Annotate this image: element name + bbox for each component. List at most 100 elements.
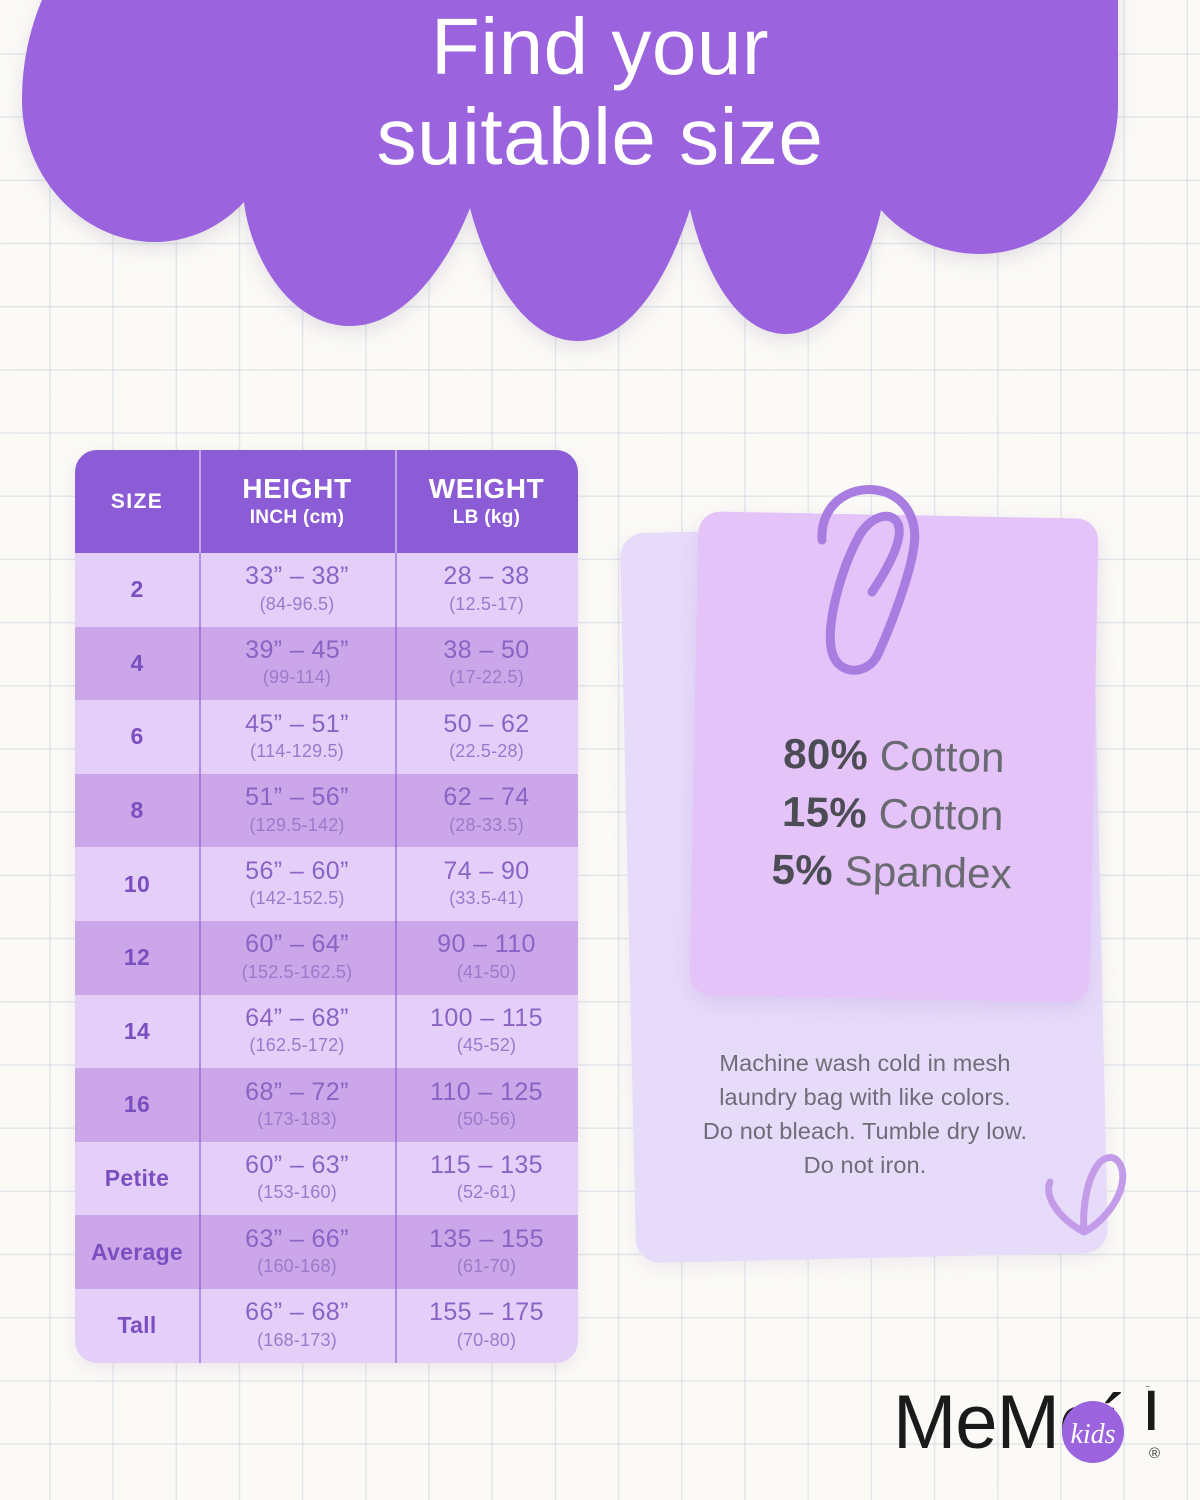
cell-weight: 110 – 125 (50-56) (395, 1068, 578, 1142)
cell-weight: 100 – 115 (45-52) (395, 994, 578, 1069)
cell-height: 63” – 66” (160-168) (199, 1215, 395, 1289)
cell-size: 16 (75, 1068, 199, 1142)
cell-weight: 115 – 135 (52-61) (395, 1141, 578, 1216)
logo-trademark-symbol: ® (1149, 1445, 1160, 1462)
height-inches-value: 64” – 68” (245, 1004, 349, 1033)
weight-lb-value: 62 – 74 (443, 783, 530, 812)
weight-kg-value: (33.5-41) (449, 888, 524, 909)
cell-height: 45” – 51” (114-129.5) (199, 700, 395, 774)
height-cm-value: (142-152.5) (249, 888, 345, 909)
cell-weight: 74 – 90 (33.5-41) (395, 847, 578, 921)
height-cm-value: (84-96.5) (259, 593, 335, 614)
fabric-percent: 15% (781, 787, 868, 837)
paperclip-icon (806, 482, 956, 682)
cell-weight: 90 – 110 (41-50) (395, 920, 578, 995)
cell-size: 12 (75, 921, 199, 995)
height-cm-value: (153-160) (257, 1182, 337, 1203)
fabric-composition-list: 80% Cotton 15% Cotton 5% Spandex (691, 723, 1094, 905)
column-header-height-title: HEIGHT (242, 472, 352, 504)
size-label: Petite (104, 1165, 170, 1192)
table-row: 12 60” – 64” (152.5-162.5) 90 – 110 (41-50) (75, 920, 578, 995)
column-header-height: HEIGHT INCH (cm) (199, 450, 395, 553)
weight-lb-value: 28 – 38 (443, 562, 530, 591)
height-cm-value: (173-183) (257, 1108, 337, 1129)
table-row: 10 56” – 60” (142-152.5) 74 – 90 (33.5-41) (75, 847, 578, 921)
weight-kg-value: (17-22.5) (449, 667, 524, 688)
weight-kg-value: (12.5-17) (449, 593, 524, 614)
cell-height: 60” – 64” (152.5-162.5) (199, 920, 395, 995)
height-cm-value: (114-129.5) (250, 740, 344, 761)
cell-height: 33” – 38” (84-96.5) (199, 553, 395, 627)
cell-size: 10 (75, 847, 199, 921)
column-header-weight-subtitle: LB (kg) (452, 507, 521, 529)
height-inches-value: 60” – 64” (245, 930, 349, 959)
height-inches-value: 56” – 60” (245, 856, 349, 885)
page-title: Find your suitable size (376, 2, 824, 181)
fabric-material: Cotton (879, 731, 1006, 782)
table-row: Tall 66” – 68” (168-173) 155 – 175 (70-80) (75, 1288, 578, 1363)
weight-kg-value: (28-33.5) (449, 814, 524, 835)
cell-size: 6 (75, 700, 199, 774)
logo-i-accent: í (1141, 1386, 1162, 1446)
weight-kg-value: (61-70) (456, 1256, 517, 1277)
logo-kids-badge-circle (1062, 1401, 1124, 1463)
cell-weight: 28 – 38 (12.5-17) (395, 553, 578, 627)
cell-height: 64” – 68” (162.5-172) (199, 994, 395, 1069)
weight-kg-value: (45-52) (456, 1035, 517, 1056)
cell-height: 66” – 68” (168-173) (199, 1288, 395, 1363)
cell-size: 4 (75, 627, 199, 701)
fabric-line: 80% Cotton (694, 723, 1095, 789)
table-row: 2 33” – 38” (84-96.5) 28 – 38 (12.5-17) (75, 553, 578, 627)
memoi-kids-logo: MeMoí kids í ® (893, 1363, 1163, 1472)
height-cm-value: (129.5-142) (249, 814, 345, 835)
weight-kg-value: (70-80) (456, 1329, 517, 1350)
weight-kg-value: (50-56) (456, 1108, 517, 1129)
cell-size: Average (75, 1215, 199, 1289)
table-header-row: SIZE HEIGHT INCH (cm) WEIGHT LB (kg) (75, 450, 578, 553)
size-label: Average (90, 1238, 184, 1265)
weight-kg-value: (22.5-28) (449, 740, 524, 761)
cell-weight: 135 – 155 (61-70) (395, 1215, 578, 1289)
height-inches-value: 51” – 56” (245, 783, 349, 812)
cell-size: 14 (75, 995, 199, 1069)
size-label: 8 (130, 797, 144, 824)
weight-kg-value: (41-50) (456, 961, 517, 982)
height-inches-value: 33” – 38” (245, 562, 349, 591)
cell-height: 39” – 45” (99-114) (199, 626, 395, 701)
cell-size: Petite (75, 1142, 199, 1216)
table-row: Petite 60” – 63” (153-160) 115 – 135 (52-61) (75, 1141, 578, 1216)
table-row: Average 63” – 66” (160-168) 135 – 155 (61-70… (75, 1215, 578, 1289)
fabric-percent: 5% (771, 845, 834, 894)
fabric-line: 5% Spandex (691, 839, 1092, 905)
height-inches-value: 60” – 63” (245, 1151, 349, 1180)
height-cm-value: (152.5-162.5) (241, 961, 353, 982)
cloud-header-shape: Find your suitable size (0, 0, 1200, 394)
cell-weight: 50 – 62 (22.5-28) (395, 700, 578, 774)
table-body: 2 33” – 38” (84-96.5) 28 – 38 (12.5-17) 4 39” … (75, 553, 578, 1363)
table-row: 6 45” – 51” (114-129.5) 50 – 62 (22.5-28) (75, 700, 578, 774)
cell-weight: 38 – 50 (17-22.5) (395, 626, 578, 701)
weight-lb-value: 50 – 62 (443, 709, 530, 738)
fabric-material: Spandex (844, 846, 1013, 898)
column-header-weight: WEIGHT LB (kg) (395, 450, 578, 553)
column-header-weight-title: WEIGHT (428, 472, 545, 504)
table-row: 8 51” – 56” (129.5-142) 62 – 74 (28-33.5) (75, 773, 578, 848)
care-instructions-text: Machine wash cold in mesh laundry bag wi… (702, 1050, 1028, 1179)
weight-lb-value: 38 – 50 (443, 636, 530, 665)
size-label: 12 (123, 944, 151, 971)
table-row: 4 39” – 45” (99-114) 38 – 50 (17-22.5) (75, 626, 578, 701)
size-label: 2 (130, 576, 144, 603)
weight-lb-value: 135 – 155 (429, 1224, 544, 1253)
size-label: 6 (130, 723, 144, 750)
height-inches-value: 66” – 68” (245, 1298, 349, 1327)
height-inches-value: 45” – 51” (245, 709, 349, 738)
size-label: Tall (117, 1312, 157, 1339)
weight-lb-value: 155 – 175 (429, 1298, 544, 1327)
cell-weight: 62 – 74 (28-33.5) (395, 773, 578, 848)
cell-height: 51” – 56” (129.5-142) (199, 773, 395, 848)
fabric-material: Cotton (878, 789, 1005, 840)
cell-size: 2 (75, 553, 199, 627)
cell-height: 68” – 72” (173-183) (199, 1068, 395, 1142)
cell-height: 56” – 60” (142-152.5) (199, 847, 395, 921)
height-cm-value: (168-173) (257, 1329, 337, 1350)
